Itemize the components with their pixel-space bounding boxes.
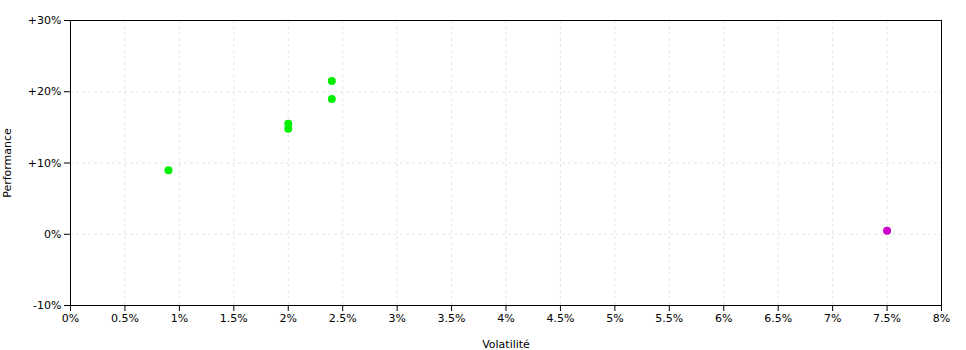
svg-text:7%: 7% — [824, 312, 841, 325]
svg-text:0.5%: 0.5% — [111, 312, 139, 325]
svg-text:2.5%: 2.5% — [329, 312, 357, 325]
svg-text:6%: 6% — [715, 312, 732, 325]
svg-text:4.5%: 4.5% — [546, 312, 574, 325]
svg-text:8%: 8% — [933, 312, 950, 325]
svg-text:+30%: +30% — [28, 14, 62, 27]
svg-text:1%: 1% — [171, 312, 188, 325]
svg-text:5.5%: 5.5% — [655, 312, 683, 325]
svg-text:Volatilité: Volatilité — [482, 338, 530, 350]
svg-text:7.5%: 7.5% — [873, 312, 901, 325]
svg-text:+10%: +10% — [28, 157, 62, 170]
svg-text:0%: 0% — [62, 312, 79, 325]
svg-text:5%: 5% — [606, 312, 623, 325]
svg-text:2%: 2% — [280, 312, 297, 325]
svg-text:0%: 0% — [44, 228, 61, 241]
svg-text:Performance: Performance — [1, 128, 14, 198]
svg-text:1.5%: 1.5% — [220, 312, 248, 325]
svg-text:-10%: -10% — [33, 299, 61, 312]
svg-text:4%: 4% — [497, 312, 514, 325]
svg-text:+20%: +20% — [28, 85, 62, 98]
svg-text:3%: 3% — [388, 312, 405, 325]
svg-text:6.5%: 6.5% — [764, 312, 792, 325]
svg-text:3.5%: 3.5% — [438, 312, 466, 325]
